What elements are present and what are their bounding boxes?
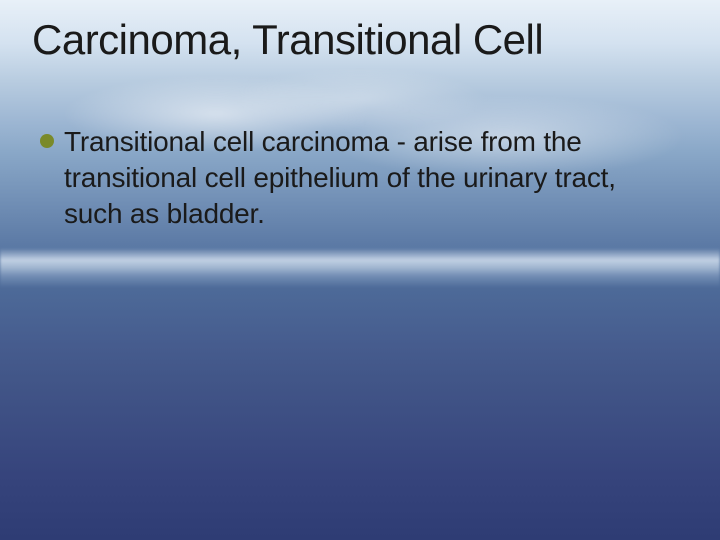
bullet-text: Transitional cell carcinoma - arise from… (64, 124, 680, 231)
slide: Carcinoma, Transitional Cell Transitiona… (0, 0, 720, 540)
bullet-item: Transitional cell carcinoma - arise from… (40, 124, 680, 231)
slide-body: Transitional cell carcinoma - arise from… (40, 124, 680, 231)
slide-title: Carcinoma, Transitional Cell (32, 18, 543, 62)
bullet-dot-icon (40, 134, 54, 148)
